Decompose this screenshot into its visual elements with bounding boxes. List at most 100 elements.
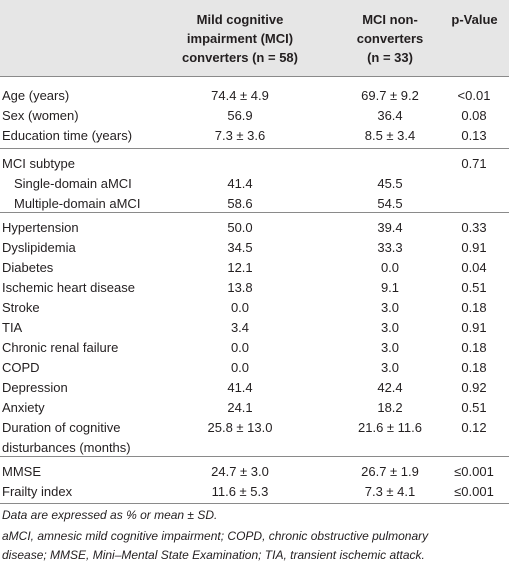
converters-value: 0.0 xyxy=(230,340,250,355)
footnote-abbrev-2: disease; MMSE, Mini–Mental State Examina… xyxy=(2,548,425,562)
table-row: Ischemic heart disease 13.8 9.1 0.51 xyxy=(0,278,509,298)
p-value: 0.51 xyxy=(461,280,487,295)
table-row: Duration of cognitive disturbances (month… xyxy=(0,418,509,458)
table-header: Mild cognitive impairment (MCI) converte… xyxy=(0,0,509,77)
converters-value: 0.0 xyxy=(230,300,250,315)
nonconverters-value: 39.4 xyxy=(377,220,403,235)
p-value: 0.18 xyxy=(461,360,487,375)
nonconverters-value: 33.3 xyxy=(377,240,403,255)
row-label-line: Duration of cognitive xyxy=(2,420,121,435)
row-label: Ischemic heart disease xyxy=(2,280,135,295)
table-row: Multiple-domain aMCI 58.6 54.5 xyxy=(0,194,509,214)
converters-value: 41.4 xyxy=(227,380,253,395)
header-mci-nonconverters: MCI non- converters (n = 33) xyxy=(320,10,460,67)
p-value: 0.91 xyxy=(461,240,487,255)
nonconverters-value: 3.0 xyxy=(380,340,400,355)
row-label: MMSE xyxy=(2,464,41,479)
table-row: Diabetes 12.1 0.0 0.04 xyxy=(0,258,509,278)
p-value: ≤0.001 xyxy=(454,464,494,479)
converters-value: 12.1 xyxy=(227,260,253,275)
header-line: converters (n = 58) xyxy=(182,50,298,65)
p-value: 0.08 xyxy=(461,108,487,123)
converters-value: 25.8 ± 13.0 xyxy=(207,420,273,435)
p-value: 0.18 xyxy=(461,300,487,315)
row-label: COPD xyxy=(2,360,40,375)
row-label: Education time (years) xyxy=(2,128,133,143)
table-row: Chronic renal failure 0.0 3.0 0.18 xyxy=(0,338,509,358)
p-value: 0.92 xyxy=(461,380,487,395)
row-divider xyxy=(0,212,509,213)
nonconverters-value: 54.5 xyxy=(377,196,403,211)
row-divider xyxy=(0,503,509,504)
converters-value: 24.1 xyxy=(227,400,253,415)
p-value: 0.18 xyxy=(461,340,487,355)
row-label: Age (years) xyxy=(2,88,70,103)
table-row: TIA 3.4 3.0 0.91 xyxy=(0,318,509,338)
nonconverters-value: 42.4 xyxy=(377,380,403,395)
table-row: Education time (years) 7.3 ± 3.6 8.5 ± 3.4… xyxy=(0,126,509,146)
row-label: Anxiety xyxy=(2,400,45,415)
p-value: 0.12 xyxy=(461,420,487,435)
converters-value: 3.4 xyxy=(230,320,250,335)
p-value: 0.13 xyxy=(461,128,487,143)
row-label: Single-domain aMCI xyxy=(14,176,132,191)
converters-value: 24.7 ± 3.0 xyxy=(211,464,269,479)
p-value: 0.91 xyxy=(461,320,487,335)
nonconverters-value: 3.0 xyxy=(380,320,400,335)
row-label: Multiple-domain aMCI xyxy=(14,196,141,211)
header-line: (n = 33) xyxy=(367,50,413,65)
footnote-abbrev-1: aMCI, amnesic mild cognitive impairment;… xyxy=(2,529,429,543)
table-row: Frailty index 11.6 ± 5.3 7.3 ± 4.1 ≤0.001 xyxy=(0,482,509,502)
header-mci-converters: Mild cognitive impairment (MCI) converte… xyxy=(150,10,330,67)
nonconverters-value: 9.1 xyxy=(380,280,400,295)
nonconverters-value: 21.6 ± 11.6 xyxy=(358,420,422,435)
nonconverters-value: 26.7 ± 1.9 xyxy=(361,464,419,479)
converters-value: 56.9 xyxy=(227,108,253,123)
row-label: MCI subtype xyxy=(2,156,75,171)
nonconverters-value: 0.0 xyxy=(380,260,400,275)
converters-value: 34.5 xyxy=(227,240,253,255)
nonconverters-value: 7.3 ± 4.1 xyxy=(364,484,416,499)
header-line: impairment (MCI) xyxy=(186,31,294,46)
p-value: 0.04 xyxy=(461,260,487,275)
header-line: MCI non- xyxy=(362,12,418,27)
table-row: Hypertension 50.0 39.4 0.33 xyxy=(0,218,509,238)
nonconverters-value: 18.2 xyxy=(377,400,403,415)
p-value: 0.33 xyxy=(461,220,487,235)
table-row: MCI subtype 0.71 xyxy=(0,154,509,174)
row-divider xyxy=(0,456,509,457)
row-label: Dyslipidemia xyxy=(2,240,76,255)
row-divider xyxy=(0,148,509,149)
header-line: Mild cognitive xyxy=(196,12,284,27)
table-row: Anxiety 24.1 18.2 0.51 xyxy=(0,398,509,418)
p-value: ≤0.001 xyxy=(454,484,494,499)
converters-value: 41.4 xyxy=(227,176,253,191)
row-label-line: disturbances (months) xyxy=(2,440,131,455)
row-label: Diabetes xyxy=(2,260,54,275)
table-row: Stroke 0.0 3.0 0.18 xyxy=(0,298,509,318)
table-row: Age (years) 74.4 ± 4.9 69.7 ± 9.2 <0.01 xyxy=(0,86,509,106)
row-label: Chronic renal failure xyxy=(2,340,119,355)
converters-value: 58.6 xyxy=(227,196,253,211)
row-label: TIA xyxy=(2,320,23,335)
nonconverters-value: 36.4 xyxy=(377,108,403,123)
converters-value: 13.8 xyxy=(227,280,253,295)
converters-value: 50.0 xyxy=(227,220,253,235)
table-row: COPD 0.0 3.0 0.18 xyxy=(0,358,509,378)
row-label: Hypertension xyxy=(2,220,79,235)
nonconverters-value: 69.7 ± 9.2 xyxy=(361,88,419,103)
table-row: Single-domain aMCI 41.4 45.5 xyxy=(0,174,509,194)
table-row: Depression 41.4 42.4 0.92 xyxy=(0,378,509,398)
header-p-value: p-Value xyxy=(451,12,498,27)
converters-value: 0.0 xyxy=(230,360,250,375)
converters-value: 7.3 ± 3.6 xyxy=(214,128,266,143)
row-label: Sex (women) xyxy=(2,108,79,123)
nonconverters-value: 45.5 xyxy=(377,176,403,191)
nonconverters-value: 8.5 ± 3.4 xyxy=(364,128,416,143)
table-row: MMSE 24.7 ± 3.0 26.7 ± 1.9 ≤0.001 xyxy=(0,462,509,482)
p-value: 0.71 xyxy=(461,156,487,171)
nonconverters-value: 3.0 xyxy=(380,300,400,315)
row-label: Frailty index xyxy=(2,484,73,499)
table-row: Sex (women) 56.9 36.4 0.08 xyxy=(0,106,509,126)
